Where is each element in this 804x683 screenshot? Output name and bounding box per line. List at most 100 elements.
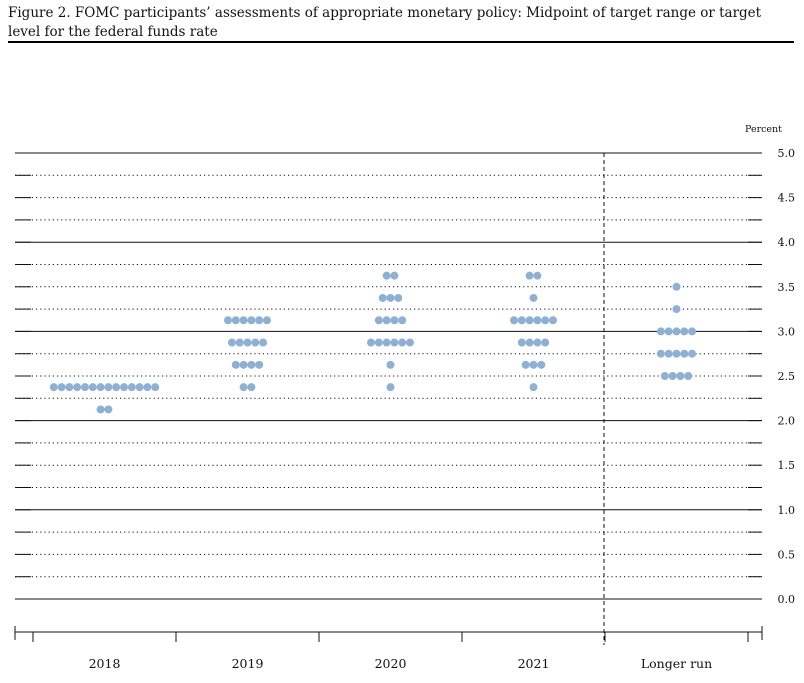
participant-dot bbox=[521, 360, 530, 369]
title-rule bbox=[8, 41, 794, 43]
y-tick-label: 3.0 bbox=[778, 325, 796, 338]
participant-dot bbox=[680, 327, 689, 336]
dot-layer bbox=[49, 271, 697, 414]
participant-dot bbox=[151, 383, 160, 392]
participant-dot bbox=[517, 316, 526, 325]
participant-dot bbox=[255, 316, 264, 325]
participant-dot bbox=[525, 271, 534, 280]
y-tick-label: 0.5 bbox=[778, 548, 796, 561]
participant-dot bbox=[104, 383, 113, 392]
participant-dot bbox=[239, 360, 248, 369]
participant-dot bbox=[398, 338, 407, 347]
y-tick-label: 1.5 bbox=[778, 459, 796, 472]
participant-dot bbox=[680, 349, 689, 358]
participant-dot bbox=[251, 338, 260, 347]
participant-dot bbox=[374, 316, 383, 325]
y-tick-label: 1.0 bbox=[778, 504, 796, 517]
participant-dot bbox=[676, 372, 685, 380]
participant-dot bbox=[96, 383, 105, 392]
participant-dot bbox=[367, 338, 375, 347]
x-category-label: Longer run bbox=[641, 656, 712, 671]
participant-dot bbox=[517, 338, 526, 347]
participant-dot bbox=[525, 338, 534, 347]
participant-dot bbox=[660, 372, 669, 380]
participant-dot bbox=[537, 360, 546, 369]
participant-dot bbox=[656, 349, 665, 358]
participant-dot bbox=[127, 383, 136, 392]
participant-dot bbox=[533, 338, 542, 347]
figure-title: Figure 2. FOMC participants’ assessments… bbox=[8, 5, 762, 40]
participant-dot bbox=[73, 383, 82, 392]
participant-dot bbox=[231, 316, 240, 325]
participant-dot bbox=[386, 383, 395, 392]
participant-dot bbox=[88, 383, 97, 392]
y-tick-label: 3.5 bbox=[778, 281, 796, 294]
participant-dot bbox=[390, 316, 399, 325]
x-category-label: 2021 bbox=[518, 656, 550, 671]
participant-dot bbox=[549, 316, 557, 325]
participant-dot bbox=[65, 383, 74, 392]
participant-dot bbox=[255, 360, 264, 369]
participant-dot bbox=[533, 271, 542, 280]
participant-dot bbox=[259, 338, 268, 347]
participant-dot bbox=[668, 372, 677, 380]
participant-dot bbox=[541, 316, 550, 325]
participant-dot bbox=[135, 383, 144, 392]
participant-dot bbox=[96, 405, 105, 414]
participant-dot bbox=[510, 316, 518, 325]
participant-dot bbox=[104, 405, 113, 414]
participant-dot bbox=[247, 360, 256, 369]
axis-layer: 0.0 0.5 1.0 1.5 2.0 2.5 3.0 3.5 4.0 4.5 5.0 2018 201… bbox=[14, 147, 796, 671]
participant-dot bbox=[525, 316, 534, 325]
participant-dot bbox=[382, 316, 391, 325]
participant-dot bbox=[386, 293, 395, 302]
participant-dot bbox=[231, 360, 240, 369]
y-tick-label: 4.5 bbox=[778, 192, 796, 205]
participant-dot bbox=[120, 383, 128, 392]
participant-dot bbox=[529, 293, 538, 302]
participant-dot bbox=[672, 327, 681, 336]
participant-dot bbox=[529, 383, 538, 392]
participant-dot bbox=[263, 316, 271, 325]
participant-dot bbox=[247, 316, 256, 325]
participant-dot bbox=[386, 360, 395, 369]
participant-dot bbox=[378, 293, 387, 302]
participant-dot bbox=[227, 338, 236, 347]
grid-layer bbox=[15, 152, 762, 600]
x-category-label: 2020 bbox=[375, 656, 407, 671]
participant-dot bbox=[224, 316, 232, 325]
participant-dot bbox=[664, 349, 673, 358]
y-tick-label: 0.0 bbox=[778, 593, 796, 606]
participant-dot bbox=[664, 327, 673, 336]
participant-dot bbox=[390, 271, 399, 280]
participant-dot bbox=[243, 338, 252, 347]
participant-dot bbox=[143, 383, 152, 392]
participant-dot bbox=[672, 282, 681, 291]
participant-dot bbox=[529, 360, 538, 369]
participant-dot bbox=[684, 372, 693, 380]
y-tick-label: 2.0 bbox=[778, 415, 796, 428]
y-tick-label: 5.0 bbox=[778, 147, 796, 160]
participant-dot bbox=[394, 293, 403, 302]
participant-dot bbox=[239, 383, 248, 392]
y-tick-label: 2.5 bbox=[778, 370, 796, 383]
participant-dot bbox=[112, 383, 121, 392]
participant-dot bbox=[239, 316, 248, 325]
participant-dot bbox=[688, 327, 697, 336]
participant-dot bbox=[656, 327, 665, 336]
participant-dot bbox=[688, 349, 697, 358]
participant-dot bbox=[672, 305, 681, 314]
participant-dot bbox=[57, 383, 66, 392]
participant-dot bbox=[49, 383, 58, 392]
y-tick-label: 4.0 bbox=[778, 236, 796, 249]
participant-dot bbox=[672, 349, 681, 358]
participant-dot bbox=[533, 316, 542, 325]
participant-dot bbox=[541, 338, 550, 347]
participant-dot bbox=[398, 316, 407, 325]
x-category-label: 2018 bbox=[89, 656, 121, 671]
y-axis-unit-label: Percent bbox=[745, 124, 782, 135]
participant-dot bbox=[390, 338, 399, 347]
participant-dot bbox=[81, 383, 89, 392]
participant-dot bbox=[382, 271, 391, 280]
